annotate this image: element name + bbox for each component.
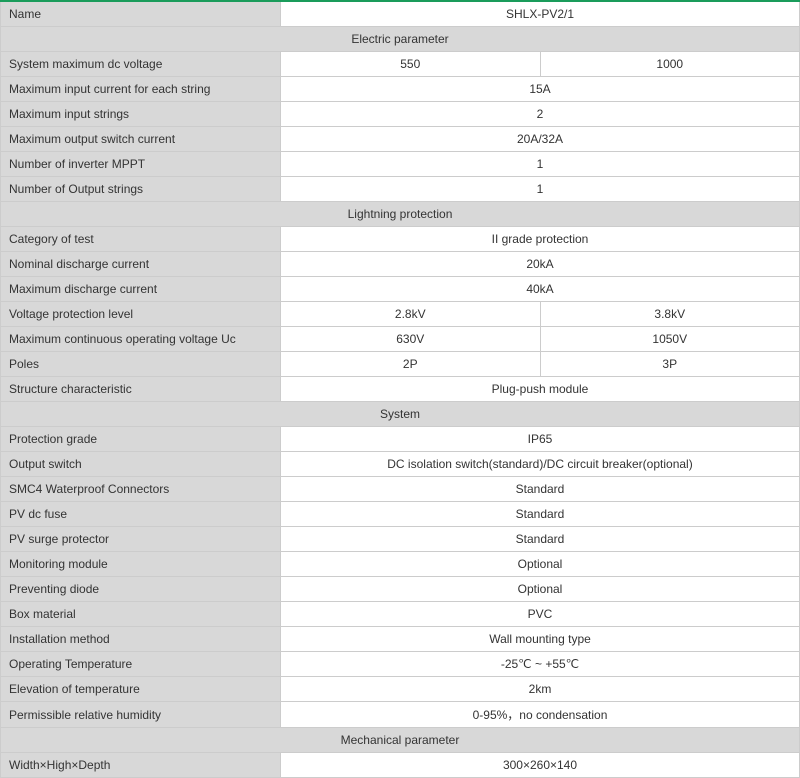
row-value: Wall mounting type xyxy=(281,627,800,652)
row-label: Voltage protection level xyxy=(1,302,281,327)
row-label: Maximum continuous operating voltage Uc xyxy=(1,327,281,352)
row-value: 1 xyxy=(281,152,800,177)
row-label: Protection grade xyxy=(1,427,281,452)
row-label: Maximum input current for each string xyxy=(1,77,281,102)
row-label: Permissible relative humidity xyxy=(1,702,281,728)
row-label: Maximum input strings xyxy=(1,102,281,127)
row-label: Width×High×Depth xyxy=(1,753,281,778)
row-label: Number of inverter MPPT xyxy=(1,152,281,177)
row-value: Standard xyxy=(281,502,800,527)
section-system: System xyxy=(1,402,800,427)
header-row: Name SHLX-PV2/1 xyxy=(1,1,800,27)
row-value: 2km xyxy=(281,677,800,702)
row-value: DC isolation switch(standard)/DC circuit… xyxy=(281,452,800,477)
row-label: Preventing diode xyxy=(1,577,281,602)
col-name-header: Name xyxy=(1,1,281,27)
row-value-a: 550 xyxy=(281,52,541,77)
row-value: 40kA xyxy=(281,277,800,302)
row-label: Poles xyxy=(1,352,281,377)
row-value: 0-95%，no condensation xyxy=(281,702,800,728)
section-electric: Electric parameter xyxy=(1,27,800,52)
row-value: 15A xyxy=(281,77,800,102)
row-label: PV dc fuse xyxy=(1,502,281,527)
row-value-b: 1000 xyxy=(540,52,800,77)
row-value: IP65 xyxy=(281,427,800,452)
row-label: Output switch xyxy=(1,452,281,477)
row-label: Maximum discharge current xyxy=(1,277,281,302)
row-label: PV surge protector xyxy=(1,527,281,552)
row-value: Optional xyxy=(281,577,800,602)
model-value: SHLX-PV2/1 xyxy=(281,1,800,27)
row-label: Operating Temperature xyxy=(1,652,281,677)
row-value: Standard xyxy=(281,527,800,552)
row-value-b: 3P xyxy=(540,352,800,377)
row-label: Box material xyxy=(1,602,281,627)
row-label: Category of test xyxy=(1,227,281,252)
row-label: Structure characteristic xyxy=(1,377,281,402)
row-label: Number of Output strings xyxy=(1,177,281,202)
row-value: 300×260×140 xyxy=(281,753,800,778)
row-label: Maximum output switch current xyxy=(1,127,281,152)
section-lightning: Lightning protection xyxy=(1,202,800,227)
row-value: PVC xyxy=(281,602,800,627)
row-value: 20A/32A xyxy=(281,127,800,152)
row-value-a: 2P xyxy=(281,352,541,377)
row-value-b: 1050V xyxy=(540,327,800,352)
row-value: II grade protection xyxy=(281,227,800,252)
row-value: Plug-push module xyxy=(281,377,800,402)
row-value-a: 2.8kV xyxy=(281,302,541,327)
row-label: Monitoring module xyxy=(1,552,281,577)
row-label: System maximum dc voltage xyxy=(1,52,281,77)
spec-table: Name SHLX-PV2/1 Electric parameter Syste… xyxy=(0,0,800,778)
row-value-a: 630V xyxy=(281,327,541,352)
section-mechanical: Mechanical parameter xyxy=(1,728,800,753)
row-value: Optional xyxy=(281,552,800,577)
row-value: 2 xyxy=(281,102,800,127)
row-value: -25℃ ~ +55℃ xyxy=(281,652,800,677)
row-label: Nominal discharge current xyxy=(1,252,281,277)
row-label: Installation method xyxy=(1,627,281,652)
row-value: 20kA xyxy=(281,252,800,277)
row-value-b: 3.8kV xyxy=(540,302,800,327)
row-value: Standard xyxy=(281,477,800,502)
row-value: 1 xyxy=(281,177,800,202)
row-label: SMC4 Waterproof Connectors xyxy=(1,477,281,502)
row-label: Elevation of temperature xyxy=(1,677,281,702)
